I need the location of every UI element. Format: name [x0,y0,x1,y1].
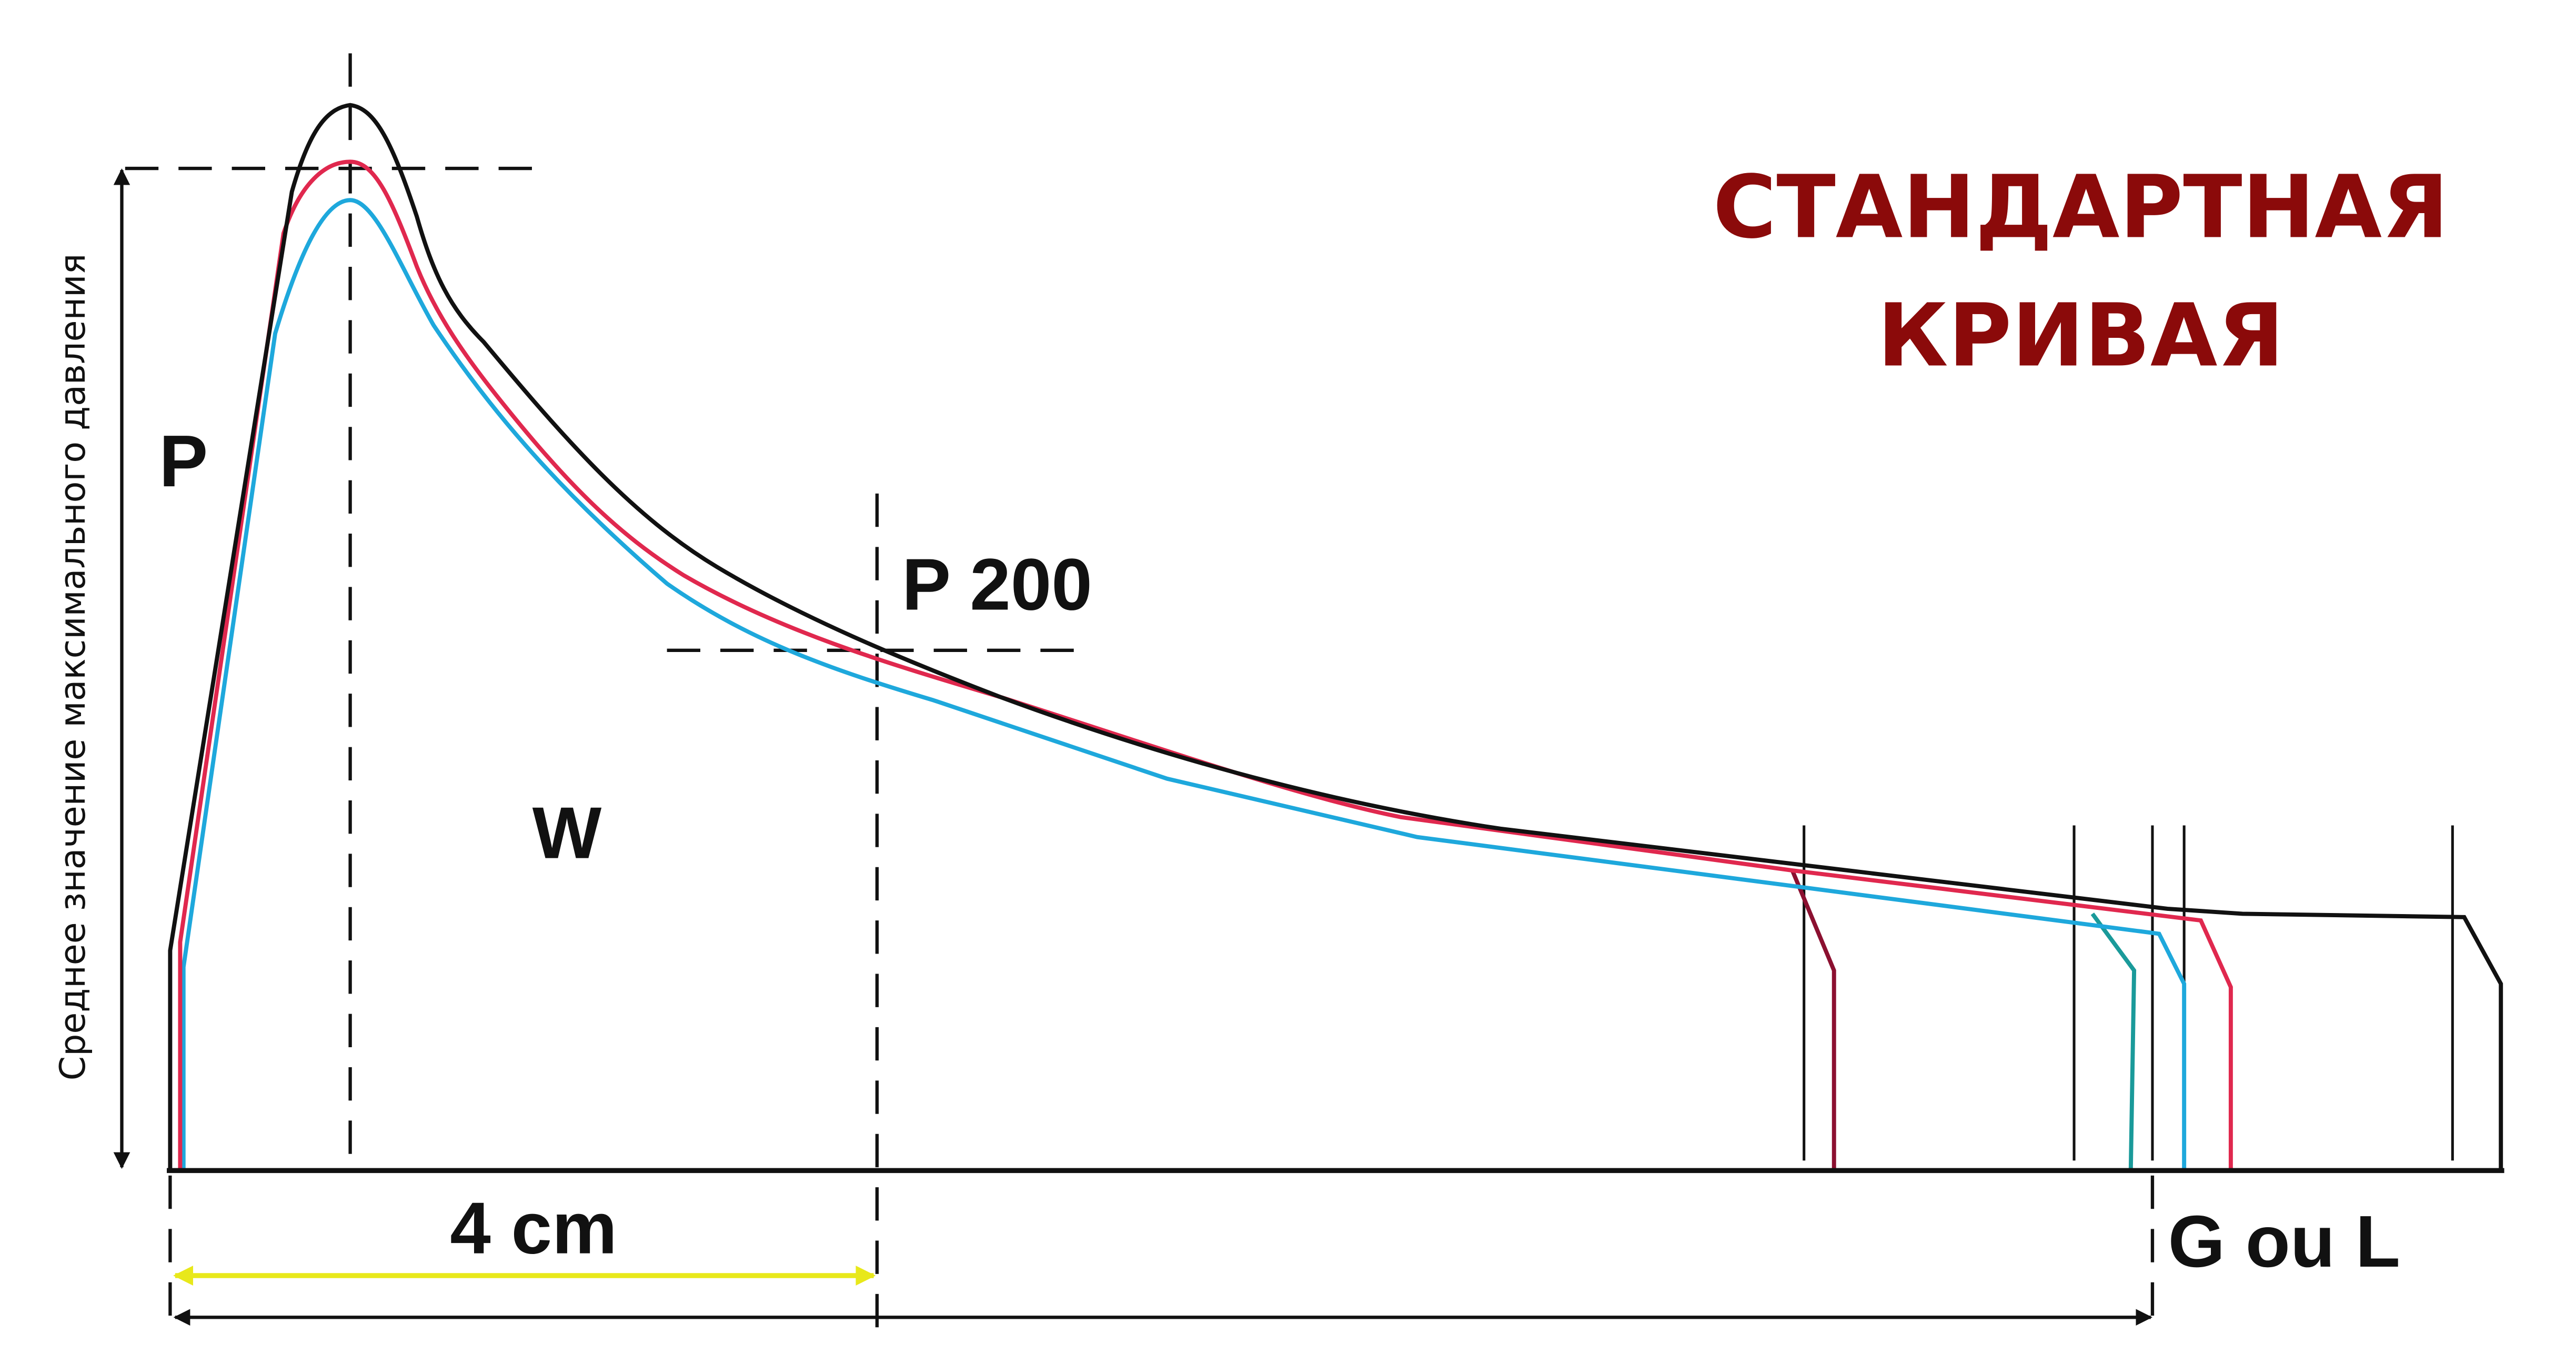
label-length: G ou L [2168,1200,2400,1282]
label-p200: P 200 [902,544,1092,626]
title-line: СТАНДАРТНАЯ [1713,157,2449,258]
curve-branch [2090,912,2137,1171]
title-line: КРИВАЯ [1877,285,2284,386]
curve-blue [181,198,2187,1171]
curve-black [168,103,2503,1171]
label-w: W [532,792,602,874]
axis-label: Среднее значение максимального давления [52,254,93,1081]
curve-red [178,159,2233,1171]
label-distance: 4 cm [450,1187,617,1269]
curve-branch [1790,869,1836,1171]
label-p: P [159,420,208,502]
